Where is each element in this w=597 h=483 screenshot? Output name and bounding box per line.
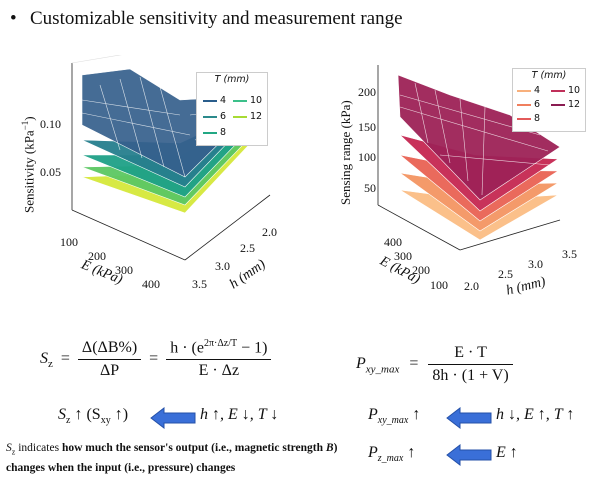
legend-item: 10	[233, 95, 262, 106]
z-tick: 0.05	[40, 165, 61, 179]
h-tick: 3.0	[528, 257, 543, 271]
legend-item: 8	[517, 113, 540, 124]
left-arrow-icon	[150, 407, 196, 429]
z-tick: 0.10	[40, 117, 61, 131]
sensing-range-legend: T (mm) 4 10 6 12 8	[512, 68, 586, 132]
legend-swatch	[203, 115, 217, 118]
h-tick: 2.0	[262, 225, 277, 239]
sensitivity-surface	[71, 49, 271, 261]
z-tick: 150	[358, 120, 376, 134]
left-arrow-icon	[446, 444, 492, 466]
e-tick: 100	[430, 278, 448, 292]
h-tick: 2.0	[464, 279, 479, 293]
legend-swatch	[517, 89, 531, 92]
z-tick: 100	[358, 150, 376, 164]
z-range-relation-rhs: E ↑	[496, 444, 518, 461]
h-tick: 3.5	[192, 277, 207, 291]
legend-item: 10	[551, 85, 580, 96]
e-tick: 400	[142, 277, 160, 291]
sensitivity-equation: Sz = Δ(ΔB%) ΔP = h · (e2π·Δz/T − 1) E · Δz	[40, 338, 272, 380]
z-tick: 200	[358, 85, 376, 99]
legend-item: 12	[551, 99, 580, 110]
legend-item: 4	[203, 95, 226, 106]
z-tick: 50	[364, 181, 376, 195]
legend-swatch	[551, 103, 565, 106]
legend-swatch	[233, 99, 247, 102]
legend-item: 6	[517, 99, 540, 110]
h-tick: 3.0	[215, 259, 230, 273]
legend-swatch	[203, 131, 217, 134]
h-tick: 3.5	[562, 247, 577, 261]
fraction-3: E · T 8h · (1 + V)	[428, 344, 513, 385]
sensitivity-relation-lhs: Sz ↑ (Sxy ↑)	[58, 406, 129, 427]
legend-title: T (mm)	[531, 70, 567, 81]
h-tick: 2.5	[498, 267, 513, 281]
e-tick: 200	[88, 249, 106, 263]
e-tick: 300	[394, 249, 412, 263]
sensing-range-equation: Pxy_max = E · T 8h · (1 + V)	[356, 344, 513, 385]
legend-item: 8	[203, 127, 226, 138]
fraction-2: h · (e2π·Δz/T − 1) E · Δz	[166, 338, 272, 380]
e-tick: 100	[60, 235, 78, 249]
sensing-range-plot: Sensing range (kPa) 200 150 100 50 400 3…	[300, 55, 597, 305]
sensing-range-ylabel: Sensing range (kPa)	[338, 100, 353, 205]
legend-swatch	[203, 99, 217, 102]
e-tick: 400	[384, 235, 402, 249]
heading-text: Customizable sensitivity and measurement…	[30, 8, 403, 29]
xy-range-relation-lhs: Pxy_max ↑	[368, 406, 421, 427]
left-arrow-icon	[446, 407, 492, 429]
sensitivity-plot: Sensitivity (kPa−1) 0.10 0.05 100 200 30…	[0, 49, 290, 305]
legend-swatch	[551, 89, 565, 92]
h-tick: 2.5	[240, 241, 255, 255]
legend-title: T (mm)	[214, 74, 250, 85]
fraction-1: Δ(ΔB%) ΔP	[77, 339, 142, 380]
legend-item: 6	[203, 111, 226, 122]
e-tick: 200	[412, 263, 430, 277]
legend-item: 4	[517, 85, 540, 96]
bullet-symbol: •	[10, 8, 17, 29]
sensitivity-relation-rhs: h ↑, E ↓, T ↓	[200, 406, 279, 423]
sensitivity-ylabel: Sensitivity (kPa−1)	[20, 116, 37, 213]
sensing-range-surface	[377, 65, 561, 251]
e-tick: 300	[115, 263, 133, 277]
bullet-heading: • Customizable sensitivity and measuremen…	[10, 8, 403, 30]
legend-swatch	[233, 115, 247, 118]
sensitivity-legend: T (mm) 4 10 6 12 8	[196, 72, 268, 146]
xy-range-relation-rhs: h ↓, E ↑, T ↑	[496, 406, 575, 423]
legend-swatch	[517, 117, 531, 120]
footnote: Sz indicates how much the sensor's outpu…	[6, 442, 338, 475]
z-range-relation-lhs: Pz_max ↑	[368, 444, 416, 465]
legend-swatch	[517, 103, 531, 106]
legend-item: 12	[233, 111, 262, 122]
